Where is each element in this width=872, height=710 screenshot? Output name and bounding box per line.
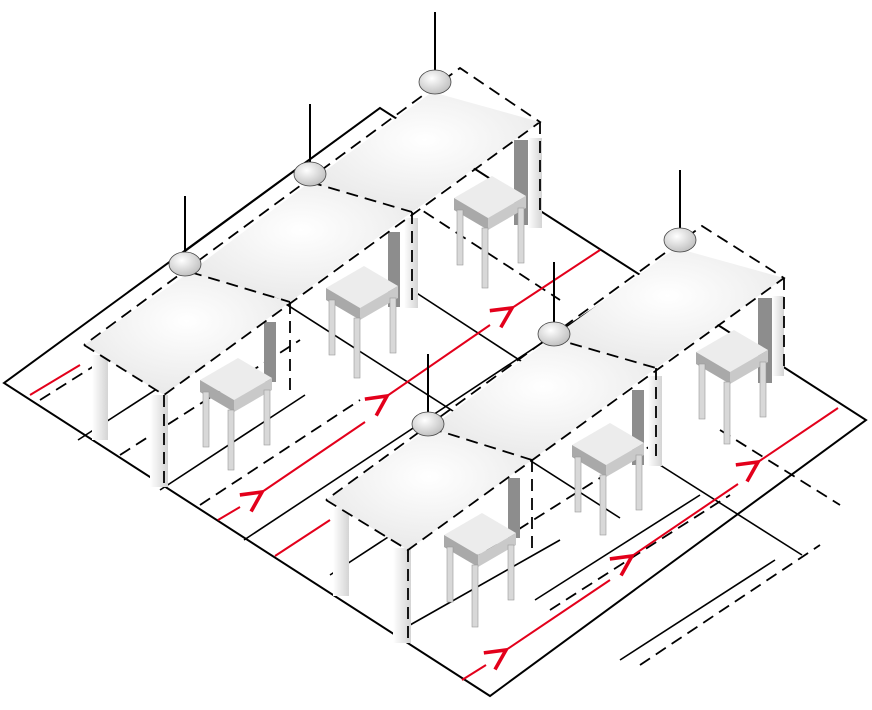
- table-leg: [508, 478, 520, 538]
- pendant-lamp: [411, 354, 445, 437]
- table-leg: [528, 138, 542, 228]
- circulation-paths: [29, 249, 839, 681]
- floor-grid-line: [659, 464, 803, 556]
- floor-outline: [2, 106, 868, 698]
- pendant-lamp: [663, 170, 697, 253]
- pendant-lamp: [418, 12, 452, 95]
- circulation-arrow: [758, 407, 839, 462]
- table-leg: [772, 296, 784, 376]
- floor-grid-line: [619, 559, 776, 661]
- table-leg: [264, 322, 276, 382]
- circulation-arrow: [512, 249, 601, 308]
- circulation-arrow: [632, 483, 739, 556]
- table-leg: [333, 508, 349, 596]
- table-leg: [648, 376, 662, 466]
- stool: [696, 330, 768, 445]
- pendant-lamp: [293, 104, 327, 187]
- table-outline: [189, 271, 291, 303]
- table-top: [310, 92, 540, 212]
- stool: [200, 358, 272, 471]
- stool: [454, 176, 526, 289]
- circulation-arrow: [506, 579, 611, 650]
- stool: [444, 513, 516, 628]
- seat-zone-dash: [199, 399, 361, 506]
- front-row: [325, 170, 786, 645]
- seat-zone-dash: [549, 494, 731, 611]
- circulation-line: [29, 364, 81, 396]
- pendant-lamp: [168, 196, 202, 277]
- circulation-arrow: [387, 324, 491, 396]
- table-leg: [150, 395, 168, 487]
- circulation-line: [461, 664, 487, 681]
- table-top: [326, 428, 532, 550]
- floor-grid-line: [534, 494, 701, 601]
- stool: [572, 423, 644, 536]
- floor-grid-line: [409, 539, 561, 626]
- table-leg: [393, 548, 411, 643]
- table-leg: [92, 355, 108, 440]
- table-top: [84, 272, 290, 395]
- stool: [326, 266, 398, 379]
- table-top: [190, 182, 412, 302]
- table-leg: [404, 218, 418, 308]
- seat-zone-dash: [719, 429, 841, 506]
- circulation-line: [274, 519, 331, 557]
- seat-zone-dash: [639, 544, 821, 666]
- back-row: [83, 12, 542, 490]
- table-top: [430, 338, 656, 460]
- circulation-line: [217, 506, 241, 521]
- partition-line: [179, 107, 381, 256]
- table-top: [552, 248, 784, 368]
- pendant-lamp: [537, 262, 571, 347]
- floor-grid: [2, 106, 868, 698]
- circulation-arrow: [262, 421, 366, 492]
